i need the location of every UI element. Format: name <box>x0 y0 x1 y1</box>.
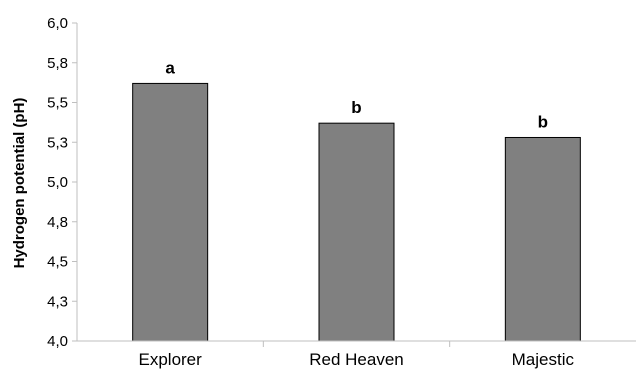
significance-label: b <box>351 98 361 117</box>
x-category-label: Explorer <box>139 350 203 369</box>
x-category-label: Majestic <box>512 350 575 369</box>
bar-red-heaven <box>318 122 395 342</box>
y-tick-label: 4,8 <box>47 214 68 231</box>
y-tick-label: 5,8 <box>47 55 68 72</box>
y-tick-label: 4,0 <box>47 333 68 350</box>
x-axis: Explorer Red Heaven Majestic <box>77 340 636 369</box>
significance-label: b <box>538 112 548 131</box>
y-tick-label: 5,5 <box>47 95 68 112</box>
bars <box>132 82 581 342</box>
significance-label: a <box>165 58 175 77</box>
y-tick-label: 6,0 <box>47 15 68 32</box>
y-tick-label: 4,3 <box>47 293 68 310</box>
x-category-label: Red Heaven <box>309 350 404 369</box>
y-axis-label: Hydrogen potential (pH) <box>11 98 28 269</box>
y-tick-label: 4,5 <box>47 254 68 271</box>
y-tick-label: 5,3 <box>47 134 68 151</box>
bar-labels: a b b <box>165 58 548 131</box>
bar-explorer <box>132 82 209 342</box>
y-tick-label: 5,0 <box>47 174 68 191</box>
y-axis: 4,0 4,3 4,5 4,8 5,0 5,3 5,5 5,8 6,0 <box>47 15 78 350</box>
bar-majestic <box>504 136 581 342</box>
